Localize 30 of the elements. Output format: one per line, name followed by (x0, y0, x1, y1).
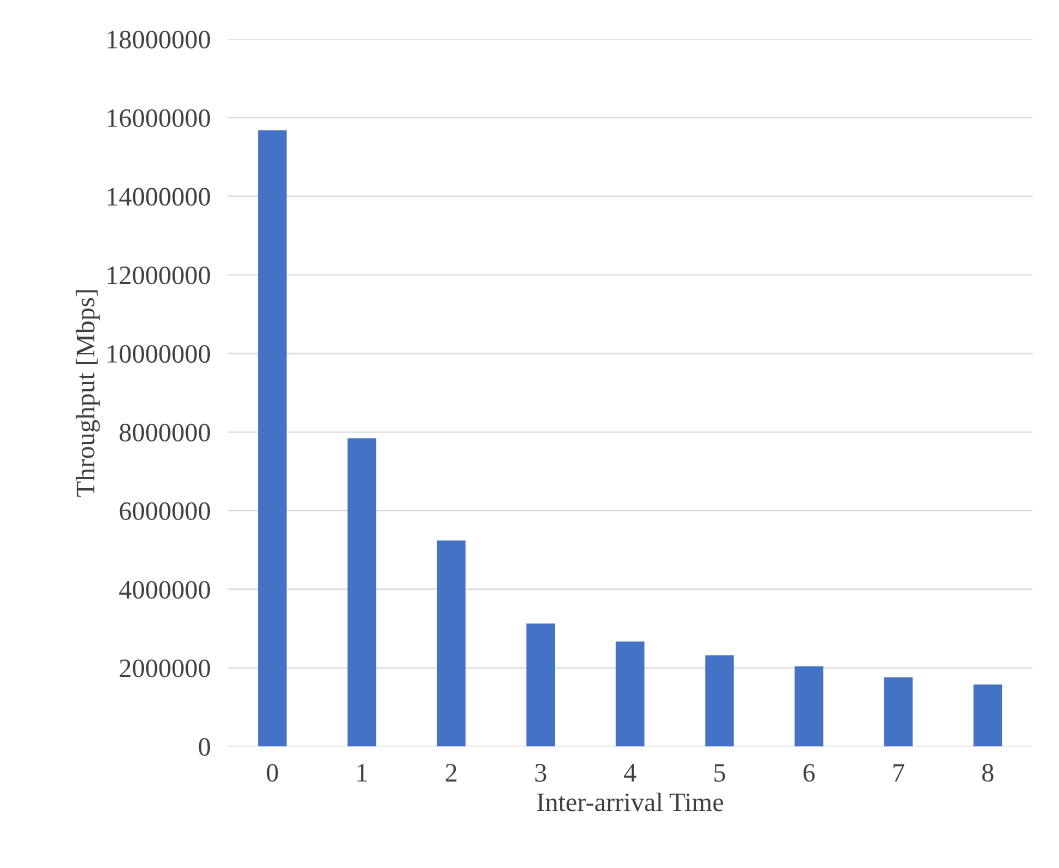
x-tick-label: 0 (266, 763, 278, 782)
y-tick-label: 0 (198, 738, 211, 756)
bar (526, 623, 555, 747)
y-axis-title: Throughput [Mbps] (75, 290, 100, 497)
bar (973, 684, 1003, 747)
x-tick-label: 2 (445, 763, 457, 782)
bar (436, 540, 466, 747)
bar (794, 666, 824, 747)
x-tick-label: 5 (714, 764, 726, 782)
x-tick-label: 4 (624, 764, 637, 782)
x-axis-title: Inter-arrival Time (537, 792, 724, 812)
y-tick-label: 6000000 (119, 502, 211, 521)
y-tick-label: 2000000 (119, 659, 211, 678)
bar (705, 655, 734, 747)
bar (347, 438, 377, 747)
y-tick-label: 8000000 (119, 423, 211, 442)
y-tick-label: 12000000 (107, 266, 211, 285)
y-tick-label: 10000000 (107, 345, 211, 363)
x-tick-label: 6 (803, 763, 815, 782)
x-tick-label: 1 (357, 764, 367, 782)
bar (615, 641, 645, 747)
bar (884, 677, 913, 747)
y-tick-label: 14000000 (107, 187, 211, 206)
x-tick-label: 7 (893, 764, 905, 782)
y-tick-label: 18000000 (107, 30, 211, 49)
y-tick-label: 16000000 (107, 109, 211, 128)
x-tick-label: 3 (535, 763, 547, 782)
y-tick-label: 4000000 (119, 580, 211, 599)
bar (258, 130, 287, 747)
x-tick-label: 8 (982, 763, 994, 782)
